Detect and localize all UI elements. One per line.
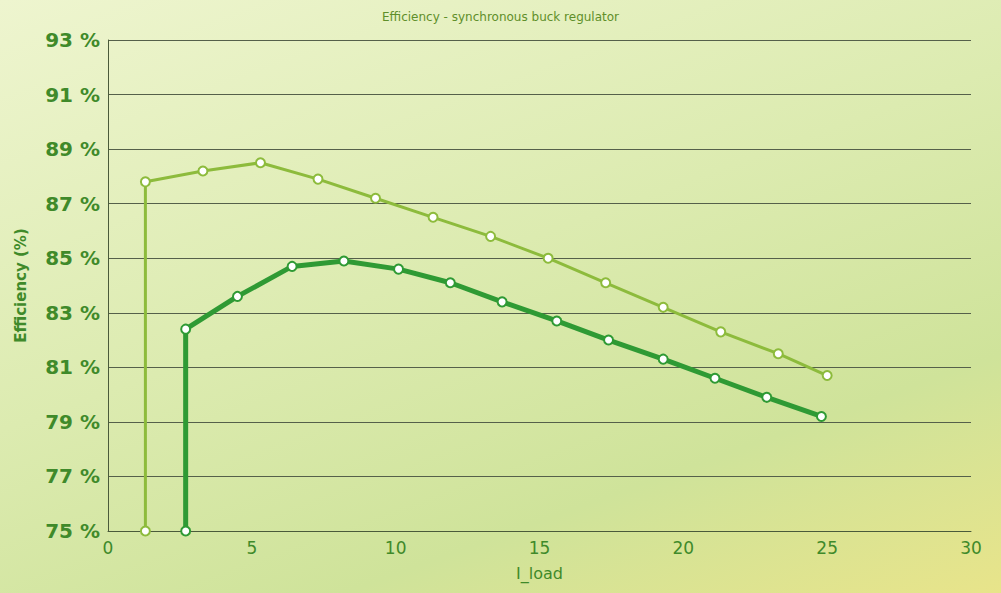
svg-text:10: 10 [385, 538, 407, 558]
svg-text:Efficiency - synchronous buck: Efficiency - synchronous buck regulator [382, 10, 619, 24]
svg-text:30: 30 [960, 538, 982, 558]
svg-text:87 %: 87 % [45, 192, 100, 216]
svg-text:79 %: 79 % [45, 410, 100, 434]
svg-text:Efficiency (%): Efficiency (%) [12, 228, 30, 343]
svg-text:81 %: 81 % [45, 355, 100, 379]
svg-text:25: 25 [816, 538, 838, 558]
svg-text:93 %: 93 % [45, 28, 100, 52]
svg-text:0: 0 [103, 538, 114, 558]
svg-text:5: 5 [246, 538, 257, 558]
svg-text:89 %: 89 % [45, 137, 100, 161]
svg-text:75 %: 75 % [45, 519, 100, 543]
svg-text:I_load: I_load [516, 564, 563, 584]
svg-text:85 %: 85 % [45, 246, 100, 270]
svg-text:91 %: 91 % [45, 83, 100, 107]
svg-text:15: 15 [529, 538, 551, 558]
svg-text:77 %: 77 % [45, 464, 100, 488]
svg-text:20: 20 [673, 538, 695, 558]
svg-text:83 %: 83 % [45, 301, 100, 325]
